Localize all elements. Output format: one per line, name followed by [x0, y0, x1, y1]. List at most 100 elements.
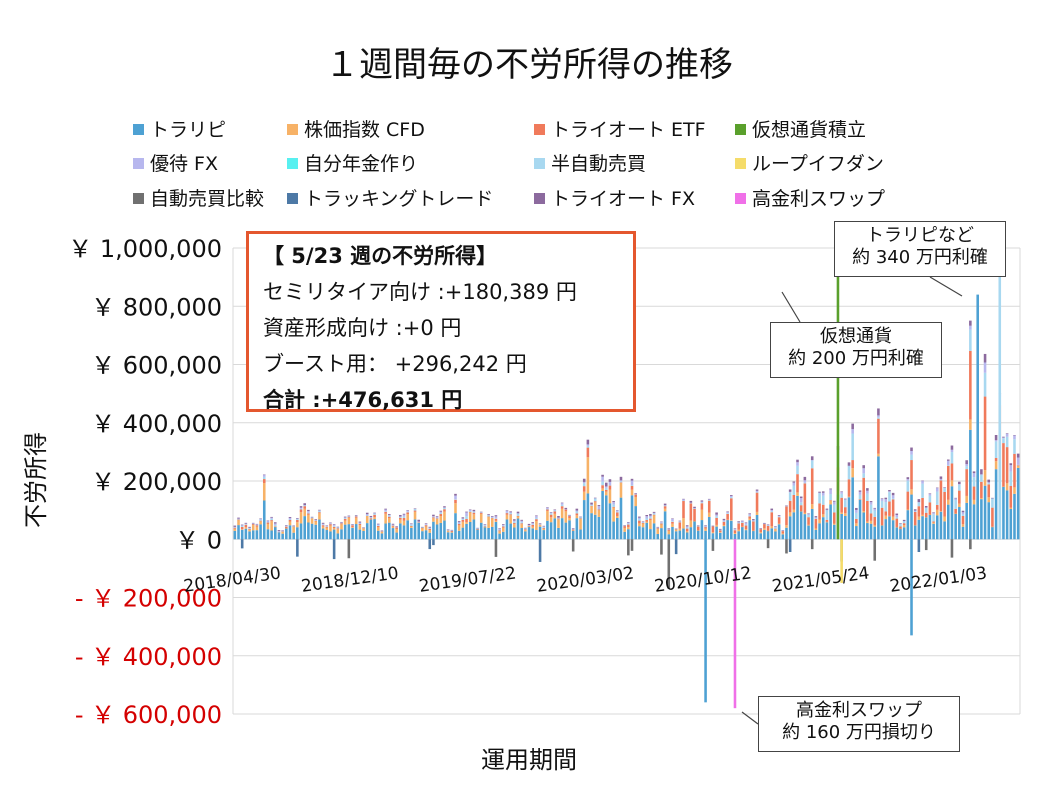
info-semi-retire: セミリタイア向け :+180,389 円: [263, 280, 577, 304]
bar-segment: [939, 476, 943, 479]
bar-segment: [888, 491, 891, 493]
bar-segment: [660, 522, 663, 524]
bar-segment: [288, 517, 292, 519]
bar-segment: [733, 533, 737, 540]
bar-segment: [432, 516, 435, 517]
bar-segment: [928, 493, 932, 494]
bar-segment: [384, 523, 387, 540]
bar-segment: [858, 499, 862, 500]
bar-segment: [969, 325, 972, 330]
bar-segment: [932, 523, 935, 540]
bar-segment: [972, 473, 976, 478]
bar-segment: [582, 481, 586, 484]
bars: [233, 248, 1020, 709]
bar-segment: [678, 521, 682, 523]
bar-segment: [693, 521, 696, 540]
bar-segment: [590, 513, 593, 540]
bar-segment: [987, 484, 991, 498]
bar-segment: [674, 531, 678, 540]
bar-segment: [586, 444, 590, 446]
bar-segment: [380, 530, 384, 531]
bar-segment: [932, 514, 935, 522]
bar-segment: [612, 501, 615, 503]
legend-label: トライオート ETF: [551, 119, 706, 141]
bar-segment: [608, 489, 612, 504]
bar-segment: [557, 519, 560, 528]
bar-segment: [428, 530, 432, 533]
bar-segment: [913, 511, 917, 512]
bar-segment: [509, 514, 512, 516]
bar-segment: [362, 528, 365, 529]
bar-segment: [748, 514, 751, 516]
bar-segment: [737, 531, 740, 540]
bar-segment: [277, 531, 281, 532]
bar-segment: [549, 512, 553, 513]
bar-segment: [652, 514, 656, 524]
bar-segment: [818, 503, 821, 520]
bar-segment: [237, 518, 240, 520]
bar-segment: [844, 500, 847, 508]
bar-segment: [325, 527, 329, 531]
bar-segment: [829, 489, 832, 495]
bar-segment: [262, 483, 266, 501]
bar-segment: [704, 528, 707, 531]
bar-segment: [744, 529, 748, 531]
bar-segment: [770, 508, 774, 511]
bar-segment: [1013, 493, 1016, 540]
bar-segment: [715, 514, 718, 517]
bar-segment: [376, 525, 380, 527]
bar-segment: [240, 529, 244, 530]
bar-segment: [424, 530, 428, 540]
bar-segment: [251, 523, 255, 525]
bar-segment: [270, 520, 273, 522]
bar-segment: [502, 524, 505, 526]
bar-segment: [785, 505, 788, 507]
bar-segment: [362, 528, 365, 531]
bar-segment: [270, 521, 273, 531]
bar-segment: [873, 510, 877, 517]
bar-segment: [671, 523, 674, 527]
bar-segment: [303, 506, 306, 509]
bar-segment: [895, 517, 899, 519]
bar-segment: [766, 530, 770, 540]
bar-segment: [472, 511, 476, 513]
bar-segment: [274, 524, 277, 527]
bar-segment: [777, 524, 781, 540]
bar-segment: [557, 527, 560, 540]
legend-label: 自分年金作り: [304, 153, 418, 175]
bar-segment: [891, 498, 895, 500]
bar-segment: [921, 514, 924, 517]
bar-segment: [671, 521, 674, 522]
bar-segment: [413, 508, 417, 510]
bar-segment: [832, 523, 836, 525]
x-tick-label: 2018/12/10: [300, 563, 400, 596]
bar-segment: [730, 520, 733, 521]
bar-segment: [730, 497, 733, 499]
callout-swap-loss: 高金利スワップ 約 160 万円損切り: [758, 696, 960, 752]
bar-segment: [281, 530, 284, 531]
legend-label: ループイフダン: [752, 153, 884, 175]
bar-segment: [542, 528, 546, 531]
bar-segment: [619, 480, 623, 482]
bar-segment: [454, 513, 457, 540]
bar-segment: [844, 513, 847, 516]
y-tick-label: ￥ 1,000,000: [68, 235, 222, 263]
bar-segment: [902, 519, 906, 522]
bar-segment: [255, 526, 259, 531]
bar-segment: [785, 525, 788, 528]
bar-segment: [855, 518, 858, 524]
bar-segment: [954, 497, 957, 499]
bar-segment: [814, 518, 818, 519]
bar-segment: [796, 462, 799, 466]
bar-segment: [285, 525, 288, 526]
bar-segment: [1002, 438, 1005, 444]
bar-segment: [479, 511, 483, 513]
bar-segment: [421, 527, 424, 532]
bar-segment: [1009, 485, 1013, 508]
y-tick-label: - ￥ 200,000: [75, 585, 222, 613]
y-tick-label: - ￥ 400,000: [75, 643, 222, 671]
bar-segment: [638, 520, 641, 524]
bar-segment: [498, 528, 501, 529]
bar-segment: [733, 532, 737, 534]
bar-segment: [737, 521, 740, 523]
